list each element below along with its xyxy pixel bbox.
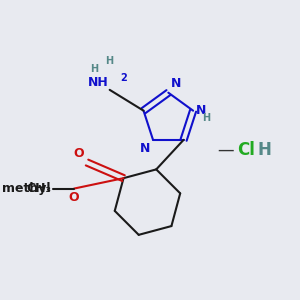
Text: Cl: Cl — [238, 141, 255, 159]
Text: methyl: methyl — [2, 182, 51, 195]
Text: CH₃: CH₃ — [27, 182, 52, 195]
Text: O: O — [69, 191, 79, 204]
Text: O: O — [74, 147, 84, 160]
Text: H: H — [258, 141, 272, 159]
Text: NH: NH — [88, 76, 108, 88]
Text: H: H — [90, 64, 98, 74]
Text: —: — — [217, 141, 234, 159]
Text: 2: 2 — [120, 73, 127, 83]
Text: H: H — [202, 113, 210, 123]
Text: N: N — [196, 104, 206, 117]
Text: N: N — [171, 77, 181, 90]
Text: H: H — [106, 56, 114, 66]
Text: N: N — [140, 142, 150, 155]
